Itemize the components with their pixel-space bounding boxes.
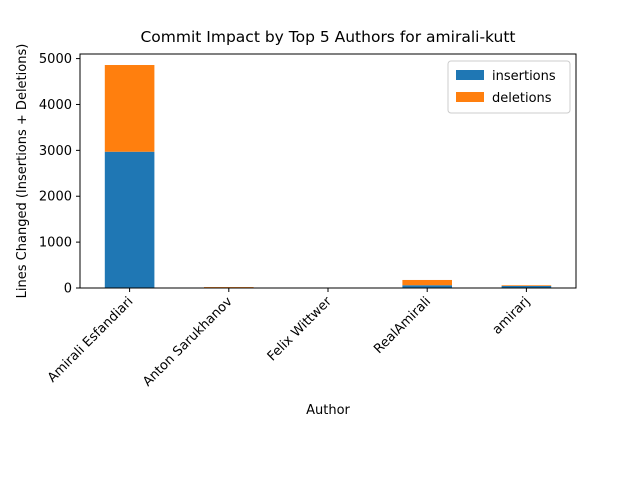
legend-label-deletions: deletions	[492, 91, 552, 106]
x-tick-label: amirarj	[490, 294, 533, 337]
bar-deletions-0	[104, 65, 155, 152]
y-axis-label: Lines Changed (Insertions + Deletions)	[15, 44, 30, 299]
y-tick-label: 5000	[39, 52, 72, 67]
bar-insertions-4	[501, 285, 552, 288]
legend-swatch-insertions	[456, 70, 484, 80]
legend-swatch-deletions	[456, 92, 484, 102]
y-tick-label: 3000	[39, 144, 72, 159]
bar-deletions-4	[501, 285, 552, 286]
y-tick-label: 4000	[39, 98, 72, 113]
y-axis: 0 1000 2000 3000 4000 5000	[39, 52, 80, 297]
x-tick-label: Anton Sarukhanov	[140, 294, 236, 390]
chart-title: Commit Impact by Top 5 Authors for amira…	[140, 28, 515, 46]
y-tick-label: 2000	[39, 190, 72, 205]
bar-insertions-0	[104, 151, 155, 288]
y-tick-label: 1000	[39, 236, 72, 251]
x-axis: Amirali Esfandiari Anton Sarukhanov Felix …	[45, 288, 533, 390]
bar-deletions-1	[204, 287, 254, 288]
bars-layer	[104, 65, 552, 288]
legend-label-insertions: insertions	[492, 69, 556, 84]
x-tick-label: Felix Wittwer	[265, 294, 336, 365]
legend: insertions deletions	[447, 60, 571, 114]
bar-insertions-3	[402, 285, 452, 288]
x-axis-label: Author	[306, 403, 350, 418]
bar-deletions-3	[402, 279, 452, 286]
y-tick-label: 0	[64, 282, 72, 297]
x-tick-label: Amirali Esfandiari	[45, 294, 137, 386]
x-tick-label: RealAmirali	[371, 294, 434, 357]
